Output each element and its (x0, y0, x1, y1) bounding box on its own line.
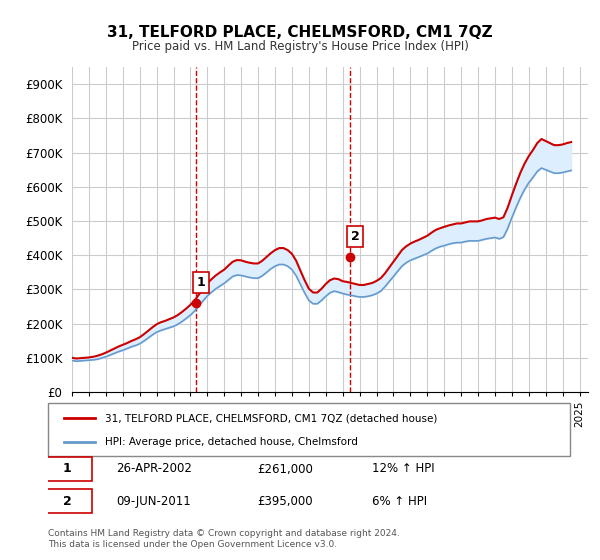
Text: 31, TELFORD PLACE, CHELMSFORD, CM1 7QZ: 31, TELFORD PLACE, CHELMSFORD, CM1 7QZ (107, 25, 493, 40)
Text: 1: 1 (197, 276, 205, 289)
Text: £261,000: £261,000 (257, 463, 313, 475)
Text: 2: 2 (351, 230, 359, 243)
FancyBboxPatch shape (43, 458, 92, 481)
Text: 6% ↑ HPI: 6% ↑ HPI (371, 494, 427, 507)
Text: 12% ↑ HPI: 12% ↑ HPI (371, 463, 434, 475)
Text: £395,000: £395,000 (257, 494, 313, 507)
Text: Price paid vs. HM Land Registry's House Price Index (HPI): Price paid vs. HM Land Registry's House … (131, 40, 469, 53)
Text: 31, TELFORD PLACE, CHELMSFORD, CM1 7QZ (detached house): 31, TELFORD PLACE, CHELMSFORD, CM1 7QZ (… (106, 413, 438, 423)
FancyBboxPatch shape (48, 403, 570, 456)
Text: 1: 1 (63, 463, 71, 475)
Text: 2: 2 (63, 494, 71, 507)
Text: HPI: Average price, detached house, Chelmsford: HPI: Average price, detached house, Chel… (106, 436, 358, 446)
Text: Contains HM Land Registry data © Crown copyright and database right 2024.
This d: Contains HM Land Registry data © Crown c… (48, 529, 400, 549)
Text: 26-APR-2002: 26-APR-2002 (116, 463, 192, 475)
Text: 09-JUN-2011: 09-JUN-2011 (116, 494, 191, 507)
FancyBboxPatch shape (43, 489, 92, 514)
